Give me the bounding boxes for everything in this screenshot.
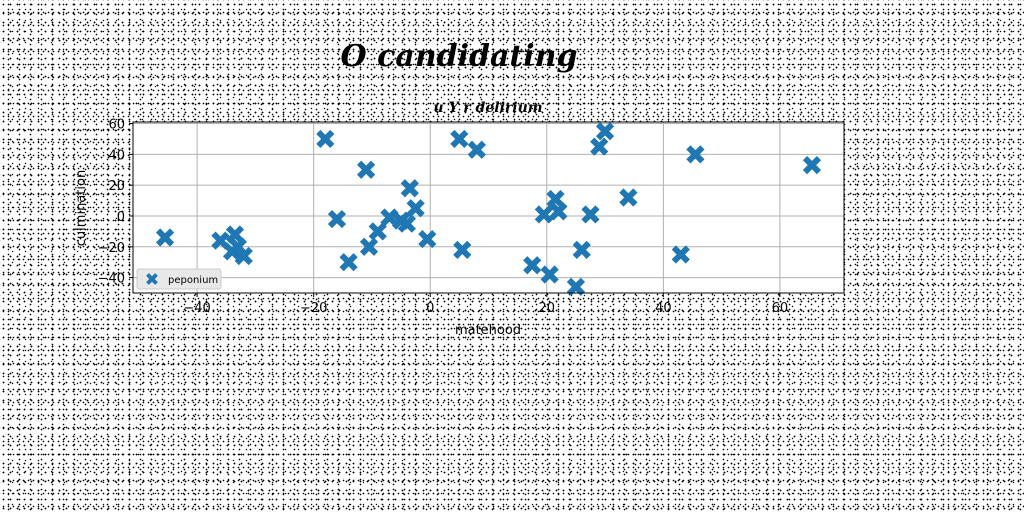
scatter-point	[418, 229, 437, 249]
y-tick-label: 40	[108, 148, 125, 163]
axes-frame	[132, 121, 845, 294]
y-tick-label: 20	[108, 179, 125, 194]
scatter-point	[316, 129, 335, 149]
x-tick-label: 40	[655, 301, 672, 316]
scatter-point	[523, 256, 542, 275]
gridlines	[133, 122, 844, 293]
scatter-point	[155, 228, 175, 247]
data-points	[155, 122, 822, 296]
scatter-point	[357, 160, 376, 179]
scatter-point	[572, 240, 591, 259]
y-tick-label: 0	[117, 210, 125, 225]
plot-area: −40 −20 0 20 40 60 −40 −20 0 20 40 60	[98, 118, 845, 316]
legend-box	[136, 268, 222, 290]
x-tick-label: −40	[183, 301, 210, 316]
scatter-point	[327, 209, 347, 229]
scatter-point	[686, 145, 705, 164]
scatter-point	[397, 214, 417, 233]
scatter-point	[549, 202, 568, 221]
y-axis-label: culmination	[74, 170, 89, 246]
y-tick-label: −40	[98, 272, 125, 287]
x-axis-label: matehood	[455, 323, 521, 338]
legend: peponium	[136, 268, 222, 290]
scatter-point	[590, 137, 609, 156]
x-tick-label: 20	[539, 301, 556, 316]
scatter-point	[671, 245, 690, 264]
scatter-point	[450, 129, 469, 149]
scatter-point	[234, 246, 253, 266]
axes-background	[133, 122, 844, 293]
legend-label: peponium	[168, 275, 218, 286]
scatter-point	[581, 205, 600, 224]
scatter-point	[400, 179, 419, 198]
x-axis-ticks: −40 −20 0 20 40 60	[183, 293, 788, 316]
legend-marker-x	[146, 273, 158, 285]
x-tick-label: 60	[772, 301, 789, 316]
figure-suptitle: O candidating	[341, 39, 578, 74]
scatter-point	[540, 265, 559, 284]
chart-title: u Y r delirium	[433, 100, 542, 116]
scatter-point	[534, 205, 553, 224]
scatter-point	[359, 237, 379, 256]
x-tick-label: −20	[300, 301, 327, 316]
scatter-point	[566, 277, 586, 296]
y-tick-label: −20	[98, 241, 125, 256]
legend-marker	[146, 273, 158, 285]
scatter-point	[380, 208, 399, 227]
scatter-point	[467, 140, 486, 159]
y-axis-ticks: −40 −20 0 20 40 60	[98, 118, 133, 287]
scatter-point	[546, 189, 565, 209]
scatter-point	[802, 156, 822, 175]
scatter-point	[406, 199, 425, 218]
scatter-point	[339, 253, 358, 272]
scatter-point	[595, 122, 615, 141]
scatter-point	[453, 240, 472, 259]
scatter-point	[619, 188, 638, 207]
x-tick-label: 0	[426, 301, 434, 316]
y-tick-label: 60	[108, 118, 125, 133]
scatter-point	[368, 222, 387, 241]
scatter-point	[225, 225, 245, 244]
